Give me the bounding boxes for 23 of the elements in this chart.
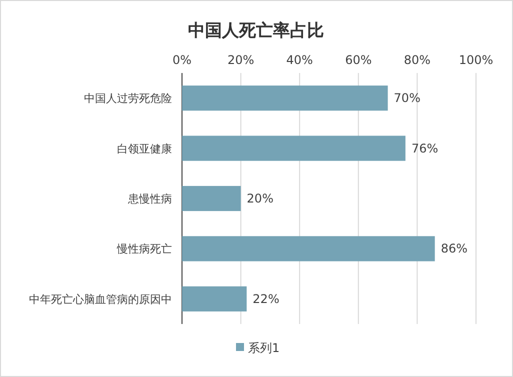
x-tick-label: 60% <box>345 53 372 67</box>
bar <box>182 286 247 312</box>
y-tick-label: 慢性病死亡 <box>116 242 172 256</box>
y-tick-label: 患慢性病 <box>127 192 172 206</box>
x-tick-label: 80% <box>404 53 431 67</box>
x-tick-label: 40% <box>286 53 313 67</box>
x-tick-label: 20% <box>227 53 254 67</box>
data-label: 76% <box>411 141 438 156</box>
data-label: 22% <box>252 292 280 306</box>
chart-title: 中国人死亡率占比 <box>188 21 324 41</box>
data-label: 86% <box>440 242 468 256</box>
legend-label: 系列1 <box>248 341 280 355</box>
bar <box>182 186 241 212</box>
y-tick-label: 中国人过劳死危险 <box>84 92 172 106</box>
data-label: 20% <box>246 192 274 206</box>
bar <box>182 236 435 262</box>
data-label: 70% <box>394 91 420 106</box>
x-tick-label: 100% <box>458 53 494 67</box>
x-tick-label: 0% <box>172 53 192 67</box>
y-tick-label: 中年死亡心脑血管病的原因中 <box>29 292 172 306</box>
y-tick-label: 白领亚健康 <box>117 142 172 156</box>
bar <box>182 86 388 111</box>
bar <box>182 136 406 161</box>
